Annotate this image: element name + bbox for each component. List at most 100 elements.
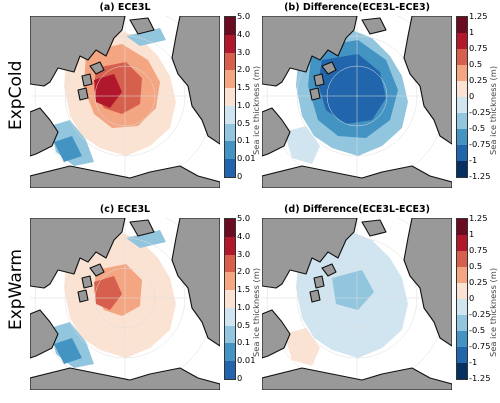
colorbar-tick-label: 0.01	[237, 153, 256, 164]
colorbar-tick-label: 0.5	[469, 261, 483, 271]
ice-marginal-thin	[54, 338, 82, 364]
sea-ice-field	[284, 30, 408, 164]
map-panel-d	[262, 218, 452, 390]
diff-core	[332, 270, 374, 310]
island	[89, 263, 105, 277]
colorbar-swatch	[225, 325, 235, 344]
island	[77, 289, 89, 303]
colorbar-swatch	[225, 254, 235, 273]
island	[81, 73, 93, 87]
colorbar-swatch	[225, 141, 235, 160]
colorbar-d	[456, 218, 468, 380]
colorbar-tick-label: 4.0	[237, 28, 251, 39]
colorbar-swatch	[457, 49, 467, 65]
colorbar-tick-label: 3.0	[237, 248, 251, 259]
colorbar-tick-label: 0	[237, 373, 243, 383]
colorbar-tick-label: 0.1	[237, 337, 251, 348]
colorbar-swatch	[225, 290, 235, 308]
colorbar-swatch	[457, 299, 467, 315]
colorbar-swatch	[225, 17, 235, 35]
colorbar-swatch	[225, 105, 235, 124]
colorbar-a	[224, 16, 236, 178]
panel-title-c: (c) ECE3L	[99, 204, 151, 215]
colorbar-swatch	[457, 267, 467, 283]
colorbar-tick-label: 0.5	[237, 319, 251, 330]
colorbar-tick-label: 0.75	[469, 43, 488, 53]
island	[309, 87, 321, 101]
colorbar-swatch	[457, 251, 467, 267]
panel-title-d: (d) Difference(ECE3L-ECE3)	[284, 204, 430, 215]
colorbar-tick-label: -0.5	[469, 325, 486, 335]
colorbar-tick-label: 1.5	[237, 82, 251, 93]
colorbar-swatch	[457, 315, 467, 331]
colorbar-tick-label: 1.25	[469, 213, 488, 223]
sea-ice-field	[50, 28, 176, 166]
map-panel-b	[262, 16, 452, 188]
land	[30, 16, 220, 188]
colorbar-tick-label: 0.75	[469, 245, 488, 255]
colorbar-b-label: Sea ice thickness (m)	[488, 65, 498, 155]
diff-marginal	[284, 126, 320, 164]
colorbar-a-label: Sea ice thickness (m)	[251, 65, 261, 155]
colorbar-tick-label: -0.25	[469, 309, 491, 319]
colorbar-swatch	[225, 34, 235, 53]
colorbar-tick-label: 4.0	[237, 230, 251, 241]
colorbar-tick-label: 1.25	[469, 11, 488, 21]
colorbar-tick-label: 3.0	[237, 46, 251, 57]
colorbar-tick-label: 2.0	[237, 64, 251, 75]
colorbar-tick-label: 0.25	[469, 75, 488, 85]
colorbar-tick-label: 0.1	[237, 135, 251, 146]
row-label-expcold: ExpCold	[6, 60, 26, 130]
colorbar-swatch	[225, 219, 235, 237]
colorbar-tick-label: 0	[237, 171, 243, 181]
map-panel-c	[30, 218, 220, 390]
colorbar-swatch	[457, 331, 467, 347]
colorbar-swatch	[457, 113, 467, 129]
diff-marginal	[284, 328, 320, 366]
colorbar-tick-label: 1.5	[237, 284, 251, 295]
colorbar-swatch	[225, 70, 235, 89]
map-b-svg	[262, 16, 452, 188]
colorbar-tick-label: -1	[469, 357, 478, 367]
ice-thickest	[94, 276, 122, 310]
colorbar-swatch	[457, 81, 467, 97]
sea-ice-field	[284, 232, 408, 366]
map-a-svg	[30, 16, 220, 188]
colorbar-swatch	[225, 88, 235, 106]
colorbar-c-label: Sea ice thickness (m)	[251, 267, 261, 357]
island	[321, 263, 337, 277]
colorbar-tick-label: 1	[469, 229, 475, 239]
colorbar-tick-label: 1.0	[237, 301, 251, 312]
colorbar-swatch	[457, 363, 467, 379]
colorbar-swatch	[457, 283, 467, 299]
map-panel-a	[30, 16, 220, 188]
colorbar-tick-label: 2.0	[237, 266, 251, 277]
map-c-svg	[30, 218, 220, 390]
colorbar-swatch	[225, 52, 235, 71]
island	[77, 87, 89, 101]
island	[313, 275, 325, 289]
map-d-svg	[262, 218, 452, 390]
colorbar-c	[224, 218, 236, 380]
island	[321, 61, 337, 75]
ice-marginal-thin	[54, 136, 82, 162]
island	[309, 289, 321, 303]
island	[89, 61, 105, 75]
island	[81, 275, 93, 289]
colorbar-swatch	[457, 33, 467, 49]
colorbar-swatch	[457, 97, 467, 113]
colorbar-swatch	[225, 272, 235, 291]
diff-core	[318, 54, 386, 124]
colorbar-b	[456, 16, 468, 178]
ice-marginal	[126, 28, 166, 46]
colorbar-tick-label: 0.01	[237, 355, 256, 366]
colorbar-swatch	[225, 343, 235, 362]
colorbar-tick-label: 0.25	[469, 277, 488, 287]
panel-title-b: (b) Difference(ECE3L-ECE3)	[284, 2, 430, 13]
colorbar-tick-label: -1	[469, 155, 478, 165]
colorbar-tick-label: 5.0	[237, 213, 251, 223]
colorbar-swatch	[457, 65, 467, 81]
colorbar-swatch	[225, 236, 235, 255]
panel-title-a: (a) ECE3L	[99, 2, 151, 13]
colorbar-tick-label: -1.25	[469, 171, 491, 181]
